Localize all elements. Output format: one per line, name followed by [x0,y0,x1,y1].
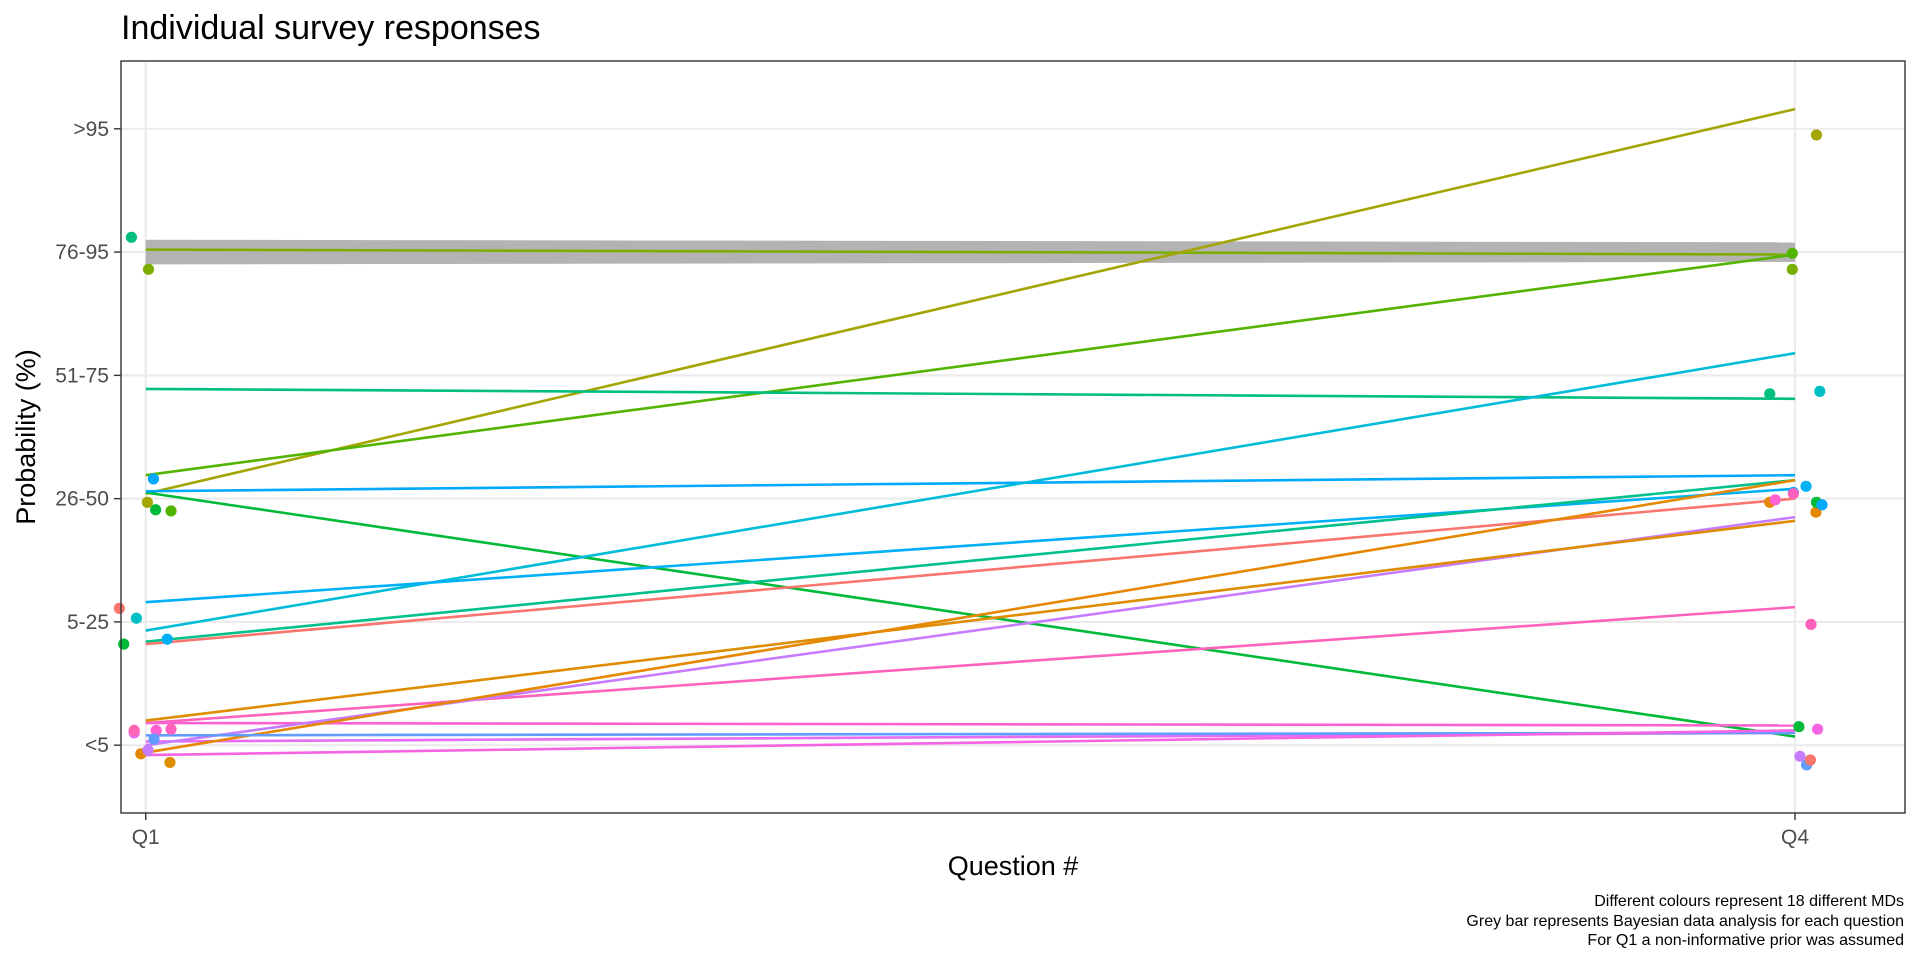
series-line-18 [145,729,1796,757]
y-axis-title: Probability (%) [11,349,41,525]
data-point [113,602,125,614]
x-tick-label: Q1 [132,826,160,849]
y-tick-label: 26-50 [55,488,109,511]
data-point [165,723,177,735]
data-point [1800,480,1812,492]
y-tick-label: 5-25 [67,611,109,634]
data-point [1804,754,1817,766]
data-point [1805,618,1817,630]
data-point [164,756,176,769]
series-line-15 [145,519,1796,722]
points-layer [113,129,1828,771]
data-point [1787,488,1799,500]
data-point [150,724,162,737]
data-point [1816,499,1828,511]
caption-line-2: Grey bar represents Bayesian data analys… [1466,913,1904,930]
data-point [130,612,142,624]
data-point [1814,385,1826,397]
series-line-1 [145,248,1796,256]
data-point [1810,506,1822,518]
data-point [125,231,138,243]
series-line-13 [145,721,1796,727]
data-point [1810,129,1823,141]
data-point [1764,388,1776,400]
x-tick-label: Q4 [1781,826,1809,849]
data-point [1811,723,1824,735]
data-point [147,473,160,485]
series-line-5 [145,387,1796,401]
y-tick-label: >95 [73,118,109,141]
series-line-2 [145,107,1796,495]
data-point [141,496,153,508]
data-point [148,733,160,745]
x-axis-title: Question # [948,851,1079,881]
x-axis: Q1 Q4 [132,813,1809,849]
data-point [1786,263,1798,275]
series-layer [145,107,1796,757]
data-point [142,744,154,756]
series-line-9 [145,478,1796,643]
series-line-16 [145,478,1796,754]
data-point [165,505,177,517]
data-point [142,263,155,275]
series-line-12 [145,605,1796,725]
series-line-6 [145,473,1796,493]
data-point [1793,721,1805,733]
data-point [128,724,140,737]
data-point [118,638,130,650]
data-point [1786,247,1798,259]
series-line-4 [145,253,1796,477]
y-tick-label: 51-75 [55,364,109,387]
plot-panel-border [120,60,1906,814]
data-point [1769,494,1781,506]
series-line-10 [145,497,1796,646]
y-tick-label: <5 [85,734,109,757]
caption-line-3: For Q1 a non-informative prior was assum… [1587,932,1904,949]
y-tick-label: 76-95 [55,241,109,264]
data-point [1794,750,1806,762]
data-point [161,633,173,645]
data-point [150,504,162,516]
caption-line-1: Different colours represent 18 different… [1594,893,1904,910]
series-line-3 [145,491,1796,738]
chart-title: Individual survey responses [121,9,541,47]
y-axis: <5 5-25 26-50 51-75 76-95 >95 [55,118,121,757]
